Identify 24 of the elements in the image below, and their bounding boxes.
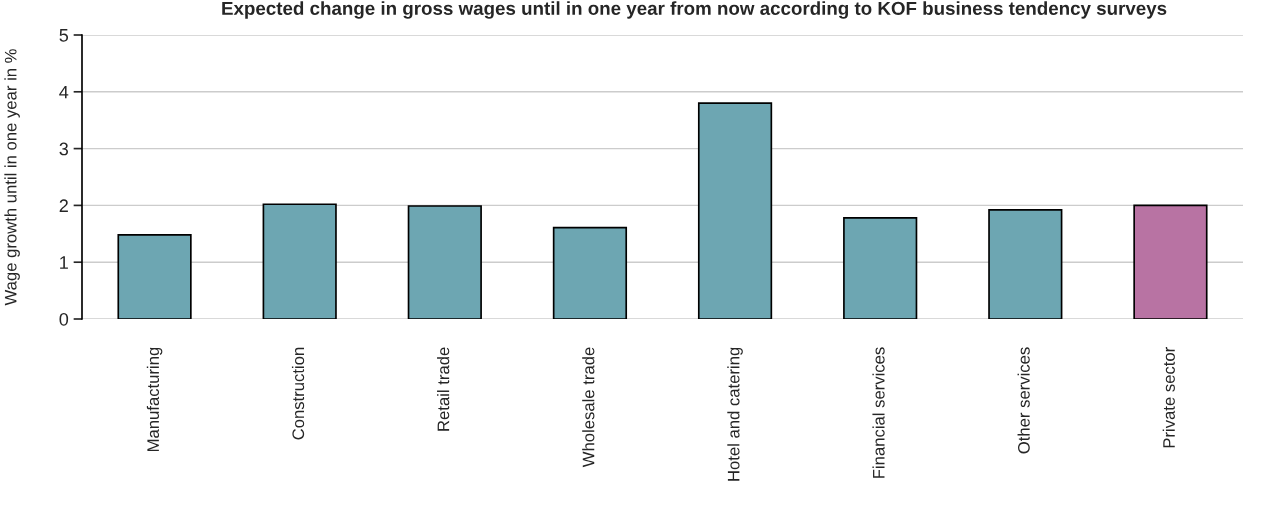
x-tick-label: Other services xyxy=(1017,347,1030,454)
y-tick-label: 3 xyxy=(59,142,69,156)
y-tick-label: 5 xyxy=(59,29,69,42)
y-tick-label: 2 xyxy=(59,199,68,212)
bar xyxy=(117,234,192,319)
y-tick-label: 4 xyxy=(59,85,69,99)
x-tick-label: Retail trade xyxy=(437,347,450,431)
y-axis-title: Wage growth until in one year in % xyxy=(4,49,20,306)
x-tick-label: Wholesale trade xyxy=(582,347,595,468)
x-tick-label: Construction xyxy=(291,347,305,440)
bar xyxy=(843,217,918,319)
bar xyxy=(697,102,773,319)
bar xyxy=(1133,204,1208,319)
y-tick-label: 1 xyxy=(60,256,68,269)
x-tick-label: Hotel and catering xyxy=(727,347,743,481)
bar xyxy=(552,226,628,319)
chart-title: Expected change in gross wages until in one year from now according to KOF business tendency surveys xyxy=(222,1,1167,19)
bar xyxy=(988,209,1063,319)
y-tick-label: 0 xyxy=(59,312,69,326)
bar xyxy=(262,203,337,319)
x-tick-label: Private sector xyxy=(1162,347,1175,448)
bar xyxy=(407,205,482,319)
x-tick-label: Financial services xyxy=(872,347,885,478)
x-tick-label: Manufacturing xyxy=(146,347,163,452)
